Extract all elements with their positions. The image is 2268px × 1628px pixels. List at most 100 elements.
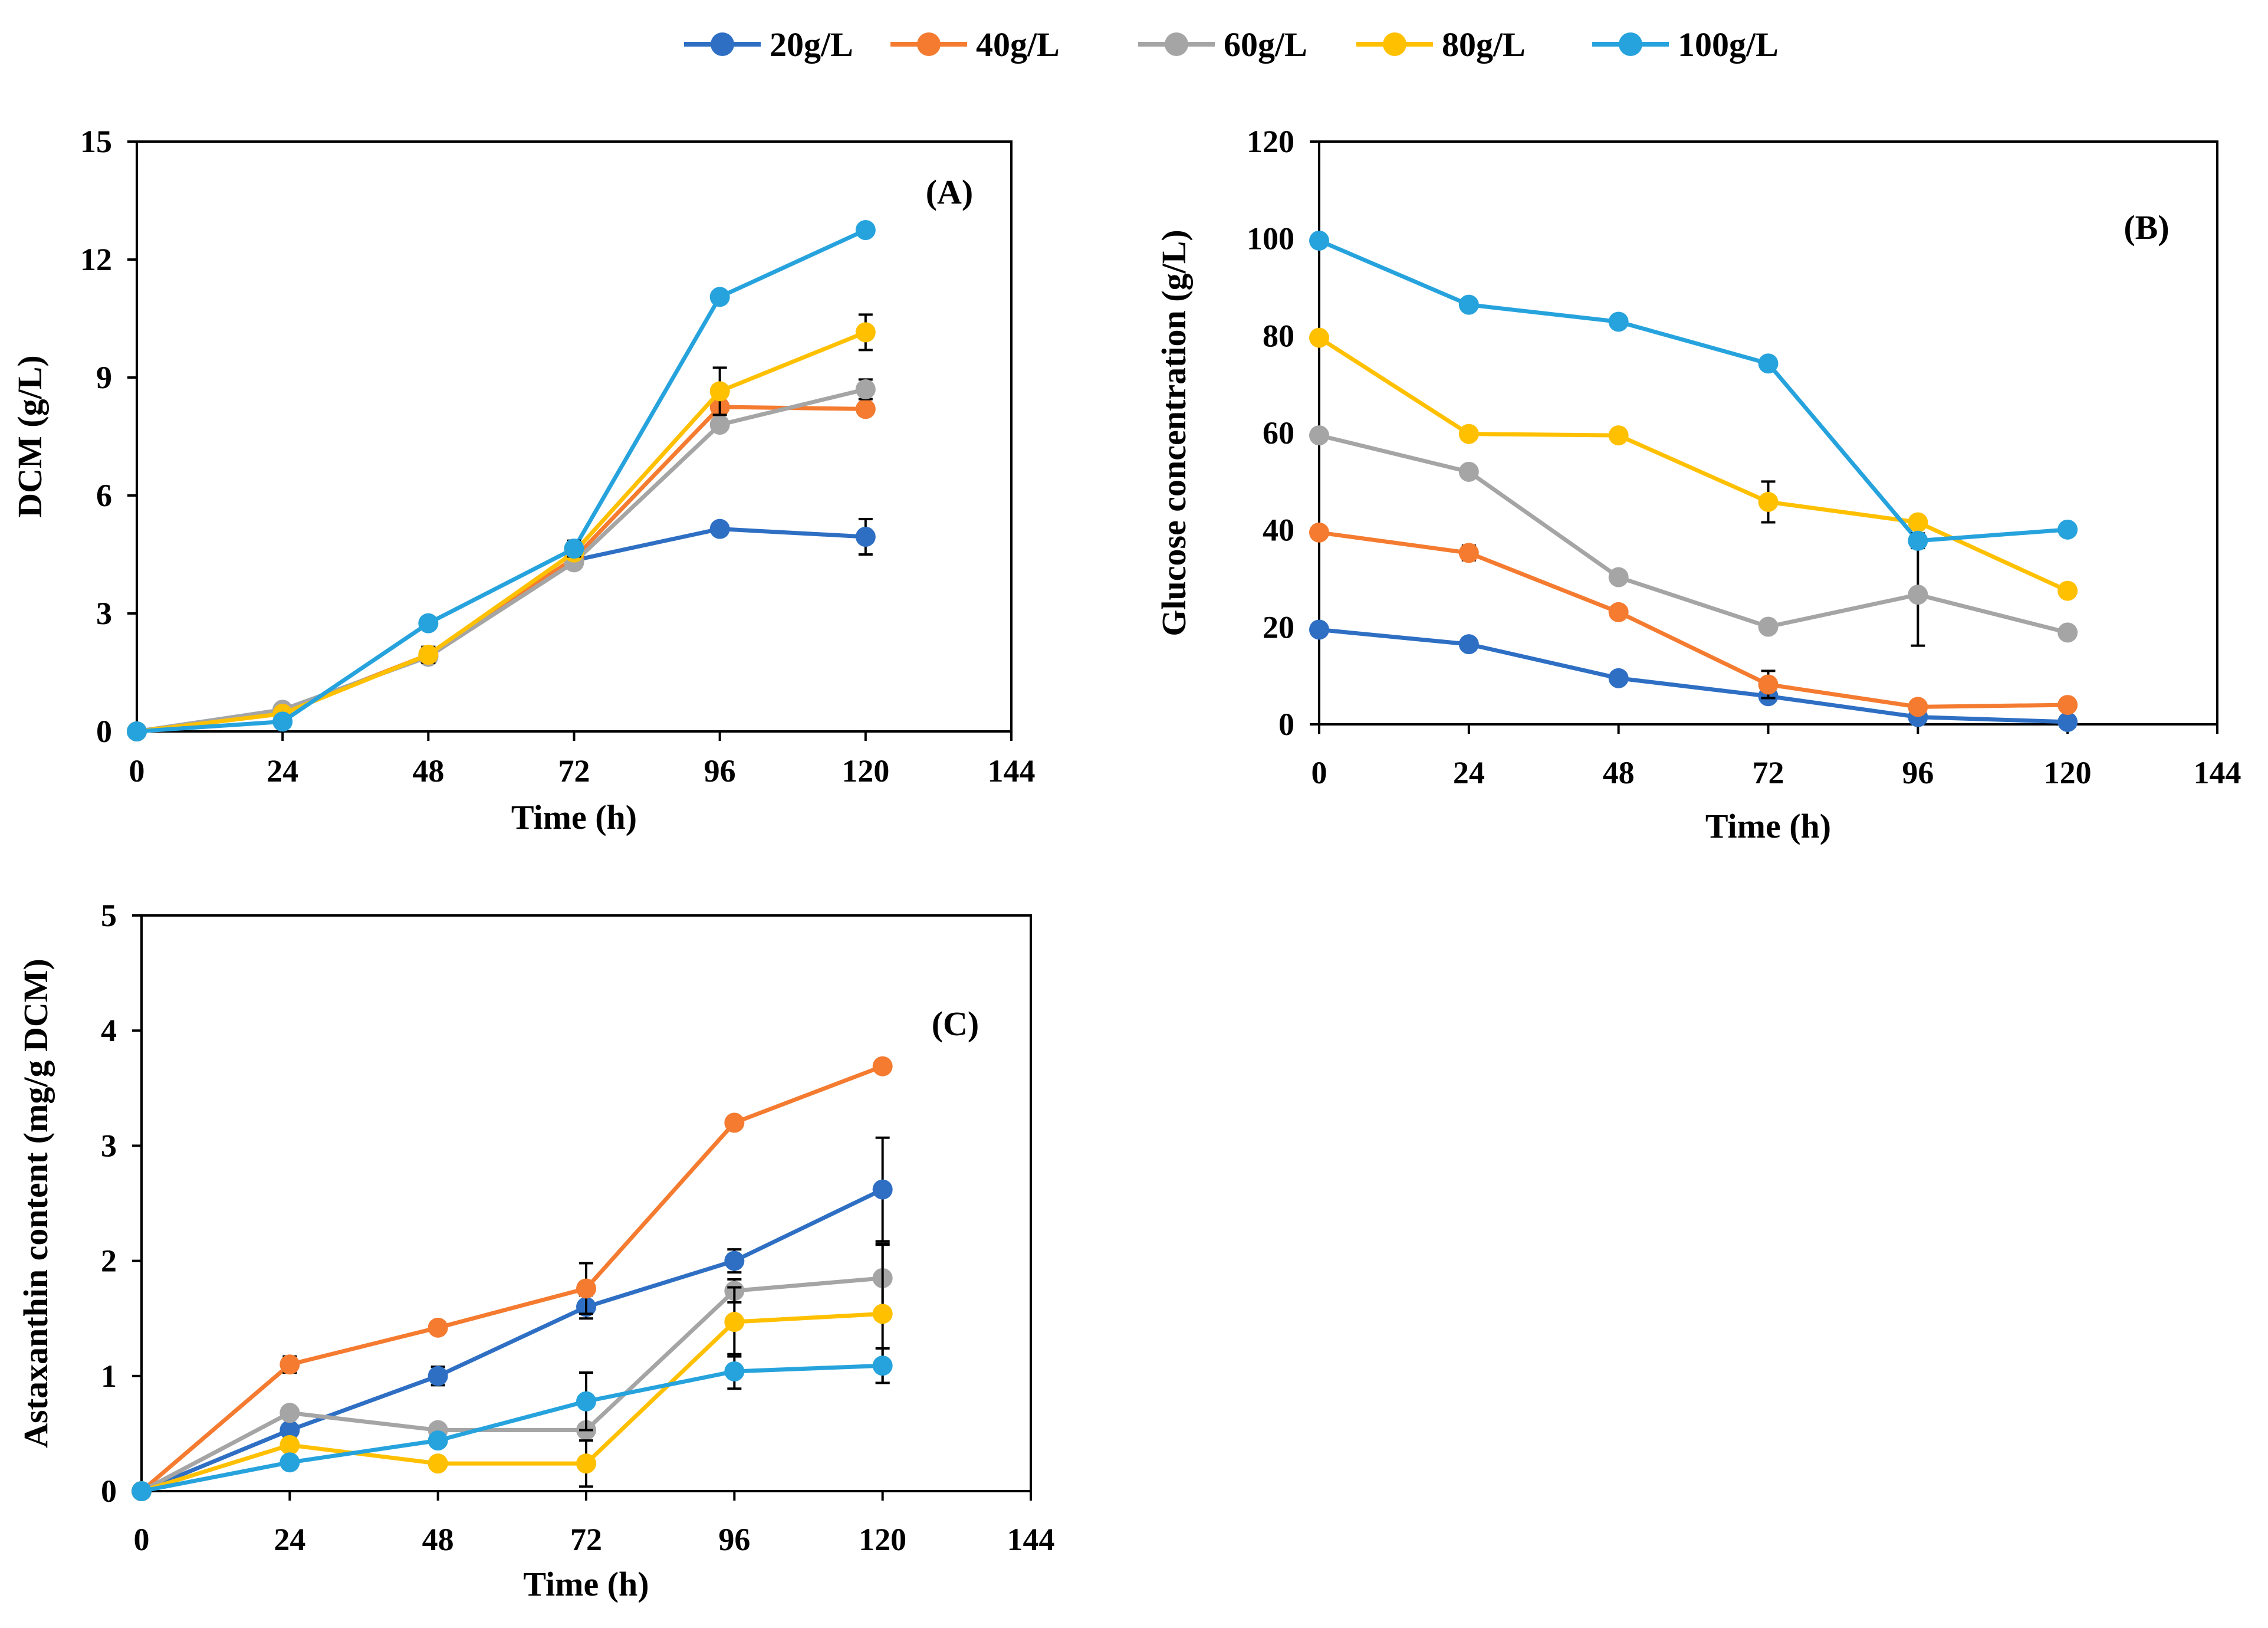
- series-line-a-80gl: [136, 330, 867, 734]
- x-tick-label-c-96: 96: [718, 1522, 750, 1557]
- data-point-b-20gl-120: [2057, 711, 2078, 732]
- data-point-b-100gl-72: [1758, 353, 1779, 374]
- legend-label-40gl: 40g/L: [976, 25, 1060, 64]
- data-point-b-80gl-24: [1458, 424, 1479, 444]
- data-point-a-80gl-120: [855, 322, 876, 343]
- legend-label-80gl: 80g/L: [1442, 25, 1526, 64]
- x-tick-label-b-96: 96: [1902, 755, 1934, 790]
- legend-marker-60gl: [1165, 32, 1188, 56]
- data-point-b-100gl-96: [1908, 530, 1928, 551]
- series-line-c-80gl: [140, 1311, 883, 1494]
- y-tick-label-b-80: 80: [1263, 318, 1294, 353]
- x-tick-label-a-24: 24: [267, 753, 298, 789]
- x-tick-label-b-24: 24: [1453, 755, 1485, 790]
- data-point-c-40gl-72: [576, 1278, 596, 1299]
- data-point-b-40gl-24: [1458, 543, 1479, 563]
- y-tick-label-c-1: 1: [101, 1358, 117, 1394]
- data-point-b-100gl-120: [2057, 519, 2078, 540]
- data-point-a-80gl-96: [709, 381, 730, 402]
- series-line-b-40gl: [1319, 530, 2068, 709]
- data-point-a-100gl-0: [127, 721, 147, 741]
- legend: 20g/L 40g/L 60g/L 80g/L 100g/L: [684, 25, 1779, 64]
- y-tick-label-a-6: 6: [96, 478, 112, 513]
- data-point-b-20gl-24: [1458, 634, 1479, 655]
- data-point-c-20gl-48: [428, 1366, 448, 1386]
- series-line-b-80gl: [1318, 336, 2069, 593]
- y-axis-label-a: DCM (g/L): [11, 355, 49, 517]
- y-tick-label-a-0: 0: [96, 714, 112, 749]
- series-line-a-60gl: [136, 387, 866, 734]
- panel-tag-a: (A): [926, 173, 974, 211]
- series-line-c-100gl: [141, 1363, 883, 1494]
- data-point-b-40gl-120: [2057, 695, 2078, 715]
- data-point-b-100gl-0: [1309, 230, 1329, 251]
- y-tick-label-a-3: 3: [96, 596, 112, 631]
- data-point-b-80gl-0: [1309, 327, 1329, 348]
- x-tick-label-b-144: 144: [2194, 755, 2241, 790]
- y-tick-label-a-9: 9: [96, 360, 112, 395]
- data-point-b-80gl-96: [1908, 512, 1928, 533]
- y-axis-label-b: Glucose concentration (g/L): [1155, 229, 1193, 636]
- x-tick-label-b-120: 120: [2044, 755, 2092, 790]
- data-point-b-40gl-72: [1758, 674, 1779, 695]
- y-tick-label-b-120: 120: [1247, 124, 1294, 159]
- panel-tag-b: (B): [2124, 208, 2169, 247]
- data-point-c-100gl-0: [132, 1481, 152, 1501]
- data-point-c-100gl-72: [576, 1391, 596, 1412]
- data-point-a-100gl-96: [709, 287, 730, 307]
- x-tick-label-c-0: 0: [134, 1522, 150, 1557]
- data-point-a-100gl-72: [564, 539, 584, 559]
- data-point-a-60gl-96: [709, 415, 730, 435]
- chart-panel-c: 0 24 48 72 96 120 144 0 1 2 3 4 5 Time (h) Astaxanthin…: [17, 898, 1055, 1603]
- x-tick-label-a-120: 120: [842, 753, 889, 789]
- series-line-b-60gl: [1319, 433, 2069, 635]
- data-point-b-20gl-0: [1309, 619, 1329, 640]
- series-line-b-20gl: [1319, 627, 2068, 724]
- data-point-a-80gl-48: [418, 645, 439, 665]
- x-tick-label-c-120: 120: [859, 1522, 906, 1557]
- data-point-b-60gl-0: [1309, 425, 1329, 446]
- series-line-c-20gl: [140, 1187, 884, 1494]
- series-line-c-40gl: [140, 1064, 883, 1493]
- y-tick-label-b-60: 60: [1263, 415, 1294, 451]
- legend-item-80gl: 80g/L: [1356, 25, 1526, 64]
- y-tick-label-b-100: 100: [1247, 221, 1294, 257]
- y-tick-label-a-15: 15: [80, 124, 112, 159]
- series-a-100gl: [127, 220, 876, 741]
- chart-panel-a: 0 24 48 72 96 120 144 0 3 6 9 12 15 Time (h) DCM (g/L)…: [11, 124, 1036, 836]
- y-tick-label-c-4: 4: [101, 1013, 117, 1048]
- legend-marker-80gl: [1383, 32, 1406, 56]
- data-point-b-40gl-96: [1908, 697, 1928, 717]
- legend-item-40gl: 40g/L: [890, 25, 1060, 64]
- data-point-a-100gl-48: [418, 613, 439, 634]
- x-axis-label-c: Time (h): [523, 1565, 649, 1603]
- data-point-c-80gl-96: [724, 1312, 745, 1332]
- data-point-b-100gl-48: [1608, 311, 1629, 332]
- data-point-b-80gl-120: [2057, 580, 2078, 601]
- y-tick-label-c-5: 5: [101, 898, 117, 933]
- series-c-20gl: [132, 1136, 893, 1501]
- x-tick-label-b-48: 48: [1603, 755, 1635, 790]
- y-tick-label-b-0: 0: [1278, 707, 1294, 742]
- x-tick-label-a-48: 48: [412, 753, 444, 789]
- data-point-c-100gl-48: [428, 1430, 448, 1451]
- legend-marker-20gl: [711, 32, 734, 56]
- series-line-a-100gl: [136, 228, 867, 734]
- x-tick-label-c-72: 72: [570, 1522, 602, 1557]
- legend-item-20gl: 20g/L: [684, 25, 853, 64]
- x-tick-label-c-48: 48: [422, 1522, 454, 1557]
- panel-tag-c: (C): [932, 1005, 979, 1043]
- y-tick-label-c-2: 2: [101, 1243, 117, 1279]
- x-tick-label-b-0: 0: [1312, 755, 1327, 790]
- x-tick-label-c-24: 24: [274, 1522, 305, 1557]
- legend-label-20gl: 20g/L: [770, 25, 853, 64]
- data-point-a-60gl-120: [855, 379, 876, 399]
- data-point-c-80gl-120: [872, 1304, 893, 1324]
- series-b-60gl: [1309, 425, 2078, 647]
- x-tick-label-a-72: 72: [558, 753, 590, 789]
- data-point-c-20gl-120: [872, 1179, 893, 1200]
- series-b-40gl: [1309, 522, 2078, 717]
- y-tick-label-a-12: 12: [80, 242, 112, 277]
